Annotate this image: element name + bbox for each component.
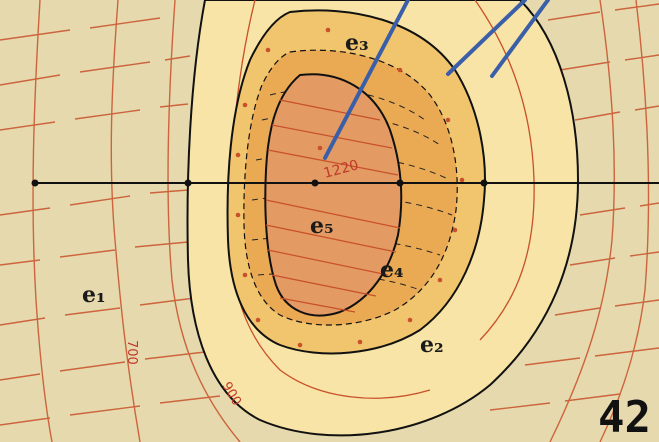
zone-label-e5: e₅ — [310, 213, 334, 239]
leader-lines — [323, 0, 550, 160]
zone-label-e4: e₄ — [380, 257, 404, 283]
e5-hatching — [265, 99, 401, 313]
zone-label-e2: e₂ — [420, 332, 444, 358]
zone-e5-fill — [264, 73, 403, 317]
profile-line — [31, 179, 659, 187]
contour-label-700: 700 — [124, 340, 139, 365]
zone-label-e1: e₁ — [82, 282, 106, 308]
plate-number: 42 — [598, 392, 651, 442]
e3-dots — [235, 27, 465, 348]
zone-label-e3: e₃ — [345, 30, 369, 56]
